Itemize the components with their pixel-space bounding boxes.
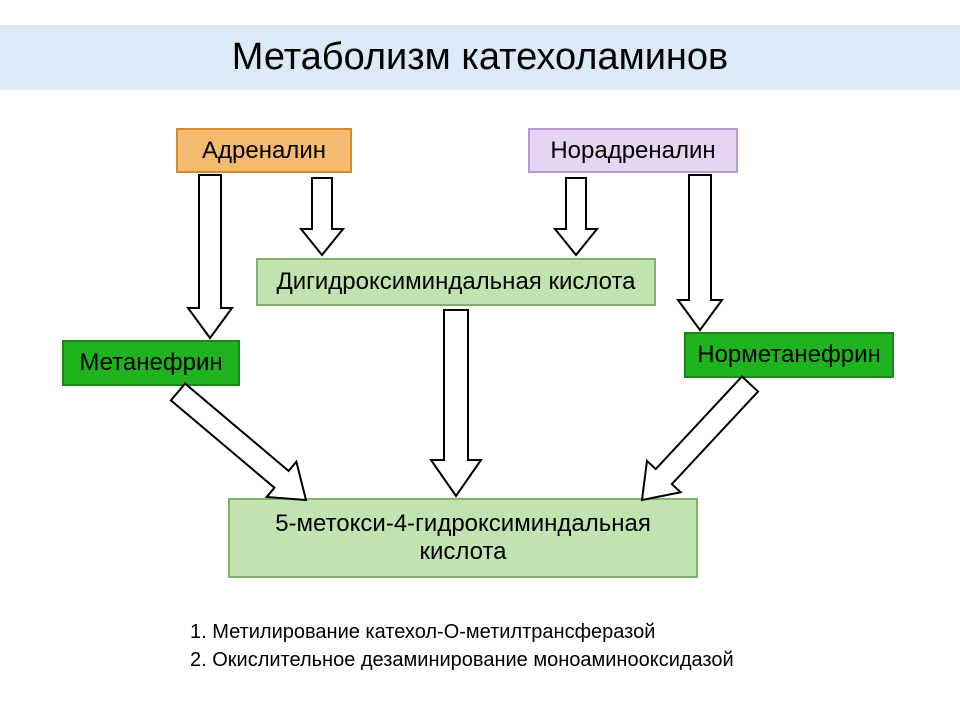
arrow-adrenaline-to-metanephrine: [188, 175, 232, 338]
arrow-dihydroxy-to-methoxy: [431, 310, 481, 496]
footnotes: 1. Метилирование катехол-О-метилтрансфер…: [190, 618, 734, 674]
arrow-normetanephrine-to-methoxy: [625, 368, 767, 515]
arrows-layer: [0, 0, 960, 720]
arrow-noradrenaline-to-dihydroxy: [555, 178, 597, 255]
arrow-metanephrine-to-methoxy: [163, 374, 321, 517]
arrow-noradrenaline-to-normetanephrine: [678, 175, 722, 330]
footnote-line-1: 1. Метилирование катехол-О-метилтрансфер…: [190, 618, 734, 646]
arrow-adrenaline-to-dihydroxy: [301, 178, 343, 255]
footnote-line-2: 2. Окислительное дезаминирование моноами…: [190, 646, 734, 674]
